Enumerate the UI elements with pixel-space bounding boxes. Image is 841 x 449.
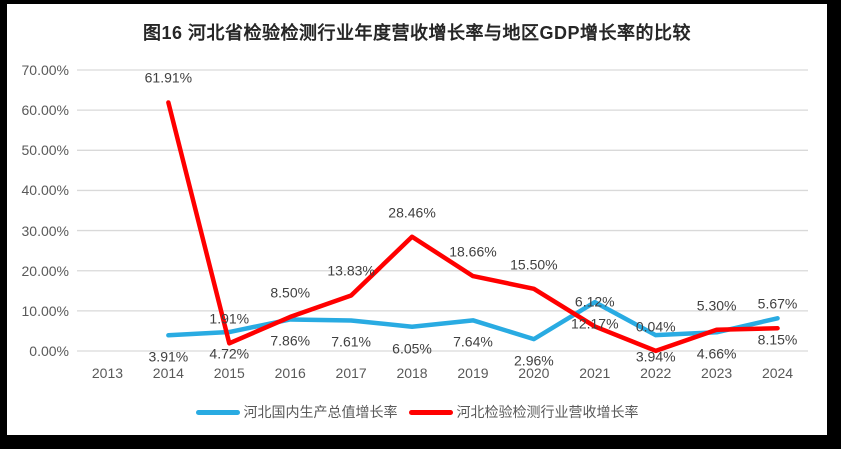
x-axis-label: 2013 (91, 365, 124, 381)
x-axis-label: 2019 (457, 365, 489, 381)
gdp-growth-data-label: 4.72% (209, 345, 250, 362)
gdp-growth-data-label: 2.96% (514, 352, 554, 369)
gdp-growth-data-label: 3.91% (148, 348, 189, 365)
legend-label-gdp-growth: 河北国内生产总值增长率 (243, 404, 398, 420)
gdp-growth-line-swatch (195, 409, 240, 415)
revenue-growth-data-label: 13.83% (327, 262, 375, 279)
x-axis-label: 2021 (579, 365, 611, 381)
x-axis-label: 2024 (761, 365, 794, 381)
chart-title: 图16 河北省检验检测行业年度营收增长率与地区GDP增长率的比较 (142, 23, 692, 43)
revenue-growth-data-label: 28.46% (388, 204, 436, 221)
revenue-growth-data-label: 8.50% (270, 284, 311, 301)
revenue-growth-line (166, 100, 780, 354)
axis-and-data-labels: 0.00% 10.00% 20.00% 30.00% 40.00% 50.00% 60.00… (7, 4, 827, 435)
y-axis-tick-label: 50.00% (21, 142, 69, 159)
legend-item-revenue-growth: 河北检验检测行业营收增长率 (408, 402, 639, 422)
revenue-growth-data-label: 18.66% (449, 243, 497, 260)
revenue-growth-line-swatch (408, 409, 453, 415)
y-axis-tick-label: 30.00% (21, 222, 69, 239)
gdp-growth-data-label: 7.61% (331, 333, 371, 350)
gdp-growth-data-label: 8.15% (757, 331, 798, 348)
gdp-growth-data-label: 7.64% (453, 333, 493, 350)
y-axis-tick-label: 40.00% (21, 182, 69, 199)
revenue-growth-data-label: 6.12% (574, 293, 615, 310)
legend: 河北国内生产总值增长率 河北检验检测行业营收增长率 (7, 402, 827, 422)
x-axis-label: 2014 (152, 365, 184, 381)
revenue-growth-data-label: 61.91% (144, 69, 193, 86)
y-axis-tick-label: 0.00% (29, 343, 69, 359)
gdp-growth-data-label: 3.94% (635, 348, 676, 365)
gdp-growth-data-label: 4.66% (696, 345, 737, 362)
x-axis-label: 2020 (518, 365, 550, 381)
x-axis-label: 2018 (396, 365, 428, 381)
x-axis-label: 2022 (640, 365, 672, 381)
revenue-growth-data-label: 5.30% (696, 297, 737, 314)
legend-item-gdp-growth: 河北国内生产总值增长率 (195, 402, 398, 422)
x-axis-label: 2023 (701, 365, 733, 381)
legend-label-revenue-growth: 河北检验检测行业营收增长率 (456, 404, 639, 420)
gdp-growth-data-label: 6.05% (392, 340, 432, 357)
x-axis-label: 2017 (335, 365, 367, 381)
x-axis-label: 2016 (274, 365, 306, 381)
revenue-growth-data-label: 5.67% (757, 295, 798, 312)
gdp-growth-data-label: 7.86% (270, 332, 311, 349)
line-chart: 图16 河北省检验检测行业年度营收增长率与地区GDP增长率的比较 0.00% 10… (7, 4, 827, 435)
revenue-growth-data-label: 1.91% (209, 310, 250, 327)
plot-area (77, 69, 808, 354)
y-axis-tick-label: 20.00% (21, 262, 69, 279)
revenue-growth-data-label: 0.04% (635, 318, 676, 335)
y-axis-tick-label: 60.00% (21, 102, 69, 119)
x-axis-label: 2015 (213, 365, 245, 381)
y-axis-tick-label: 10.00% (21, 302, 69, 319)
gdp-growth-data-label: 12.17% (571, 315, 619, 332)
revenue-growth-data-label: 15.50% (510, 256, 558, 273)
y-axis-tick-label: 70.00% (21, 62, 69, 79)
